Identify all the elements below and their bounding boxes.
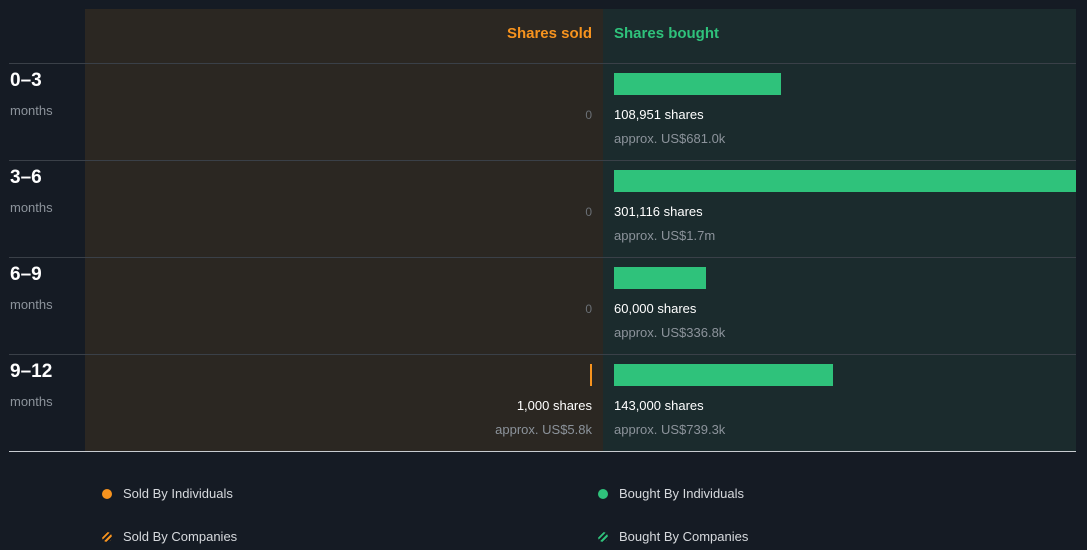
row-divider: [9, 63, 1076, 64]
sold-bar: [590, 364, 592, 386]
orange-hatched-dot-icon: [102, 532, 112, 542]
chart-baseline: [9, 451, 1076, 452]
row-divider: [9, 160, 1076, 161]
period-unit: months: [10, 394, 53, 409]
green-hatched-dot-icon: [598, 532, 608, 542]
bought-bar: [614, 73, 781, 95]
period-unit: months: [10, 200, 53, 215]
bought-bar: [614, 170, 1076, 192]
period-row: 3–6 months 0 301,116 shares approx. US$1…: [0, 161, 1087, 258]
shares-bought-header: Shares bought: [614, 25, 720, 42]
period-label: 0–3: [10, 70, 42, 91]
sold-zero-value: 0: [585, 302, 592, 316]
bought-bar: [614, 364, 833, 386]
period-row: 6–9 months 0 60,000 shares approx. US$33…: [0, 258, 1087, 355]
sold-approx-value: approx. US$5.8k: [495, 422, 592, 437]
legend-label: Sold By Companies: [123, 529, 238, 544]
sold-shares-value: 1,000 shares: [516, 398, 592, 413]
bought-shares-value: 108,951 shares: [614, 107, 704, 122]
legend-label: Bought By Individuals: [619, 486, 745, 501]
period-label: 6–9: [10, 264, 42, 285]
period-unit: months: [10, 103, 53, 118]
bought-approx-value: approx. US$681.0k: [614, 131, 726, 146]
legend-label: Bought By Companies: [619, 529, 749, 544]
legend-label: Sold By Individuals: [123, 486, 233, 501]
bought-shares-value: 143,000 shares: [614, 398, 704, 413]
bought-shares-value: 60,000 shares: [614, 301, 697, 316]
period-unit: months: [10, 297, 53, 312]
period-row: 9–12 months 1,000 shares approx. US$5.8k…: [0, 355, 1087, 452]
period-label: 9–12: [10, 361, 53, 382]
sold-zero-value: 0: [585, 205, 592, 219]
bought-approx-value: approx. US$739.3k: [614, 422, 726, 437]
sold-zero-value: 0: [585, 108, 592, 122]
green-dot-icon: [598, 489, 608, 499]
bought-approx-value: approx. US$1.7m: [614, 228, 716, 243]
bought-shares-value: 301,116 shares: [614, 204, 703, 219]
bought-bar: [614, 267, 706, 289]
row-divider: [9, 354, 1076, 355]
shares-sold-panel: [85, 9, 603, 451]
period-row: 0–3 months 0 108,951 shares approx. US$6…: [0, 64, 1087, 161]
period-label: 3–6: [10, 167, 42, 188]
orange-dot-icon: [102, 489, 112, 499]
shares-sold-header: Shares sold: [506, 25, 592, 42]
bought-approx-value: approx. US$336.8k: [614, 325, 726, 340]
row-divider: [9, 257, 1076, 258]
